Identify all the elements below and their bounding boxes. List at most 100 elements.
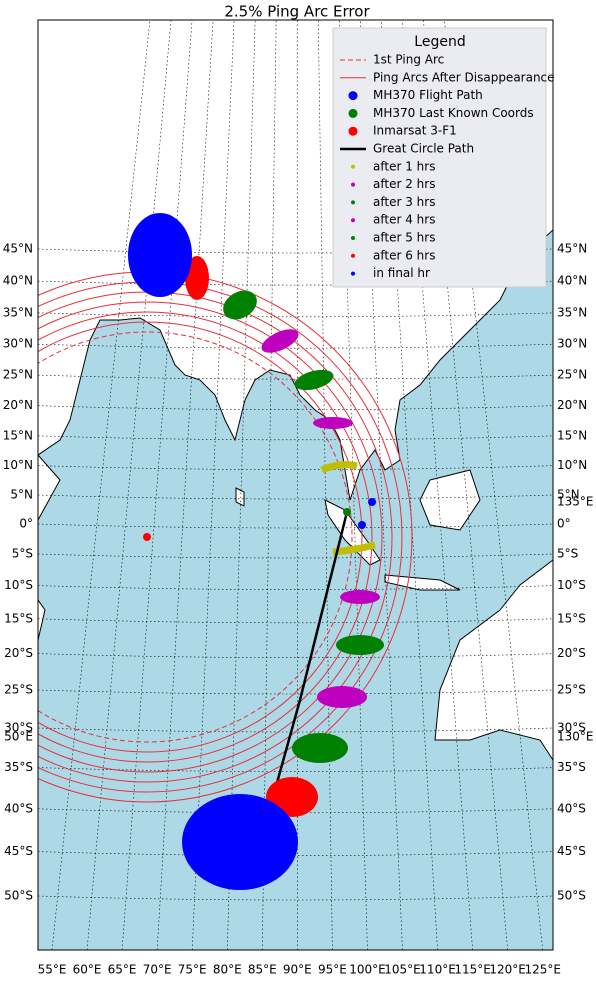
legend-key — [348, 126, 358, 136]
parallel — [38, 494, 553, 500]
parallel — [38, 343, 553, 349]
y-tick-label-left: 5°N — [10, 488, 33, 502]
x-tick-label: 65°E — [108, 963, 137, 977]
cloud — [294, 369, 334, 391]
y-tick-label-left: 25°S — [4, 683, 33, 697]
meridian — [191, 20, 235, 950]
parallel — [38, 585, 553, 590]
cloud-arc — [320, 461, 358, 474]
meridian — [338, 20, 368, 950]
legend-key — [351, 218, 355, 223]
meridian — [360, 20, 403, 950]
africa — [38, 454, 61, 521]
legend-key — [351, 182, 355, 187]
parallel — [38, 767, 553, 772]
parallel — [38, 727, 553, 733]
y-tick-label-left: 20°S — [4, 646, 33, 660]
parallel — [38, 312, 553, 318]
satellite — [143, 533, 151, 541]
cloud — [313, 417, 353, 429]
legend-label: after 3 hrs — [373, 195, 435, 209]
y-tick-label-right: 35°S — [557, 760, 586, 774]
madagascar — [38, 599, 46, 641]
legend-label: MH370 Last Known Coords — [373, 106, 534, 120]
legend-label: after 4 hrs — [373, 213, 435, 227]
parallel — [38, 618, 553, 624]
cloud — [336, 635, 384, 655]
meridian — [317, 20, 333, 950]
y-tick-label-right: 25°N — [557, 368, 587, 382]
y-tick-label-left: 15°S — [4, 611, 33, 625]
cloud — [261, 329, 299, 353]
y-tick-label-right: 20°N — [557, 398, 587, 412]
x-tick-label: 95°E — [318, 963, 347, 977]
y-tick-label-right: 30°N — [557, 337, 587, 351]
legend-label: after 5 hrs — [373, 231, 435, 245]
legend-title: Legend — [414, 34, 465, 50]
y-tick-label-left: 35°N — [3, 305, 33, 319]
y-tick-label-right: 15°S — [557, 611, 586, 625]
cloud — [317, 686, 367, 708]
parallel — [38, 435, 553, 441]
cloud — [223, 290, 257, 320]
y-tick-label-right: 25°S — [557, 683, 586, 697]
parallel — [38, 465, 553, 470]
legend-label: Great Circle Path — [373, 142, 474, 156]
borneo — [419, 469, 481, 531]
x-tick-label: 100°E — [349, 963, 386, 977]
legend-label: after 6 hrs — [373, 248, 435, 262]
legend-key — [351, 236, 355, 240]
chart-title: 2.5% Ping Arc Error — [224, 3, 370, 21]
x-tick-label: 90°E — [283, 963, 312, 977]
cloud — [292, 733, 348, 763]
ping-arc — [38, 301, 383, 773]
great-circle — [273, 511, 349, 791]
y-tick-label-left: 40°N — [3, 274, 33, 288]
y-tick-label-right: 45°S — [557, 844, 586, 858]
ping-arc — [38, 311, 373, 763]
meridian-edge-label: 130°E — [557, 730, 594, 744]
legend: Legend 1st Ping Arc Ping Arcs After Disap… — [332, 27, 555, 288]
y-tick-label-right: 35°N — [557, 305, 587, 319]
x-tick-label: 120°E — [489, 963, 526, 977]
y-tick-label-right: 5°N — [557, 488, 580, 502]
parallel — [38, 553, 553, 559]
clouds — [128, 213, 384, 890]
x-tick-label: 105°E — [384, 963, 421, 977]
meridian-edge-label: 135°E — [557, 495, 594, 509]
y-tick-label-left: 10°N — [3, 458, 33, 472]
y-tick-label-right: 10°N — [557, 458, 587, 472]
legend-label: in final hr — [373, 266, 430, 280]
sulawesi-java — [384, 574, 461, 591]
legend-label: Inmarsat 3-F1 — [373, 124, 457, 138]
y-tick-label-left: 50°S — [4, 889, 33, 903]
parallel — [38, 523, 553, 529]
y-tick-label-right: 45°N — [557, 242, 587, 256]
y-tick-label-left: 45°S — [4, 844, 33, 858]
y-tick-label-right: 10°S — [557, 578, 586, 592]
y-tick-label-right: 20°S — [557, 646, 586, 660]
flight-point — [358, 521, 366, 529]
meridian — [156, 20, 214, 950]
last-known — [343, 508, 351, 516]
sri-lanka — [235, 487, 245, 507]
x-tick-label: 125°E — [524, 963, 561, 977]
y-tick-label-left: 45°N — [3, 242, 33, 256]
x-tick-label: 85°E — [248, 963, 277, 977]
x-tick-label: 115°E — [454, 963, 491, 977]
legend-key — [348, 108, 358, 118]
legend-label: after 1 hrs — [373, 159, 435, 173]
meridian — [226, 20, 256, 950]
ping-arc — [38, 321, 363, 753]
legend-key — [351, 271, 355, 276]
y-tick-label-left: 0° — [19, 517, 33, 531]
frame — [37, 19, 554, 951]
parallel — [38, 895, 553, 901]
legend-key — [351, 200, 355, 205]
x-tick-label: 55°E — [38, 963, 67, 977]
x-tick-label: 80°E — [213, 963, 242, 977]
y-tick-label-left: 35°S — [4, 760, 33, 774]
y-tick-label-left: 15°N — [3, 428, 33, 442]
legend-label: after 2 hrs — [373, 177, 435, 191]
